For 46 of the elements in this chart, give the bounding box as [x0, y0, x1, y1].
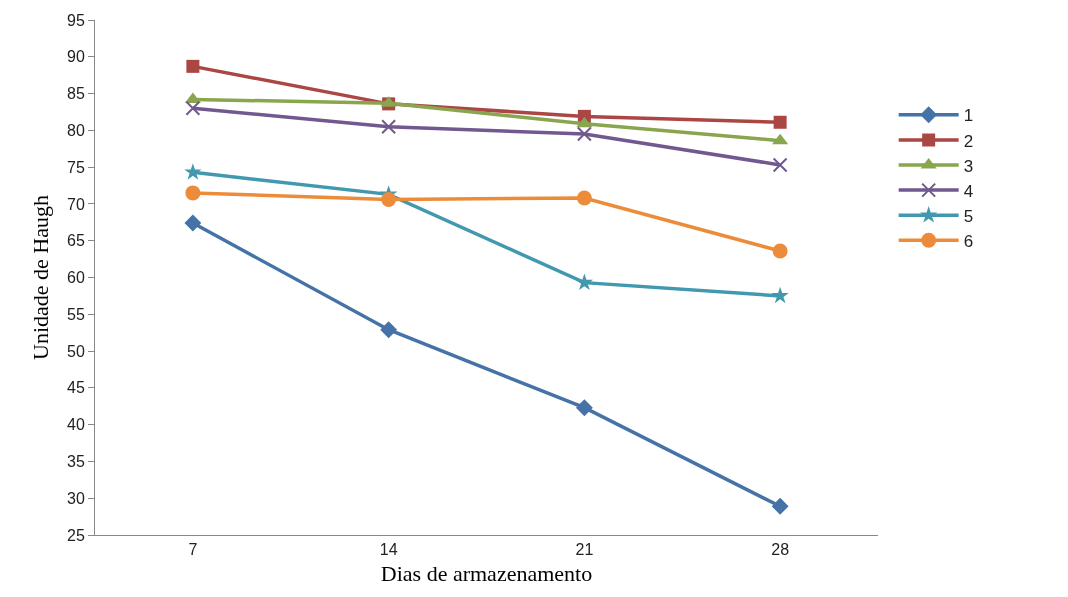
- y-tick-label: 40: [67, 416, 85, 434]
- y-tick-label: 75: [67, 158, 85, 176]
- x-tick-label: 21: [575, 541, 594, 559]
- point: [184, 163, 202, 180]
- y-tick-label: 90: [67, 48, 85, 66]
- y-tick-label: 45: [67, 379, 85, 397]
- point: [576, 126, 592, 142]
- point: [185, 185, 201, 201]
- y-tick-label: 95: [67, 11, 85, 29]
- point: [576, 116, 593, 128]
- legend-label: 4: [963, 181, 974, 201]
- x-axis-title: Dias de armazenamento: [380, 561, 593, 587]
- legend-label: 1: [963, 106, 974, 126]
- x-tick-label: 7: [188, 541, 198, 559]
- x-tick-label: 28: [771, 541, 790, 559]
- point: [184, 214, 202, 232]
- point: [772, 133, 789, 145]
- y-tick-label: 35: [67, 453, 85, 471]
- point: [381, 192, 397, 207]
- legend-label: 6: [963, 231, 974, 251]
- legend-label: 3: [963, 156, 974, 176]
- point: [380, 321, 398, 339]
- point: [575, 399, 593, 417]
- y-tick-label: 80: [67, 121, 85, 139]
- y-tick-label: 65: [67, 232, 85, 250]
- point: [186, 59, 200, 73]
- point: [772, 243, 788, 259]
- point: [576, 190, 592, 206]
- y-tick-label: 55: [67, 305, 85, 323]
- legend-label: 2: [963, 131, 974, 151]
- x-tick-label: 14: [379, 541, 398, 559]
- y-tick-label: 70: [67, 195, 85, 213]
- y-tick-label: 30: [67, 489, 85, 507]
- y-tick-label: 50: [67, 342, 85, 360]
- point: [771, 497, 789, 515]
- point: [771, 286, 789, 304]
- point: [575, 273, 594, 291]
- y-tick-label: 60: [67, 269, 85, 287]
- point: [185, 100, 201, 116]
- legend-label: 5: [963, 206, 974, 226]
- y-tick-label: 85: [67, 85, 85, 103]
- y-tick-label: 25: [67, 526, 85, 544]
- point: [773, 115, 787, 129]
- point: [381, 119, 397, 135]
- point: [772, 157, 788, 173]
- y-axis-title: Unidade de Haugh: [27, 195, 53, 360]
